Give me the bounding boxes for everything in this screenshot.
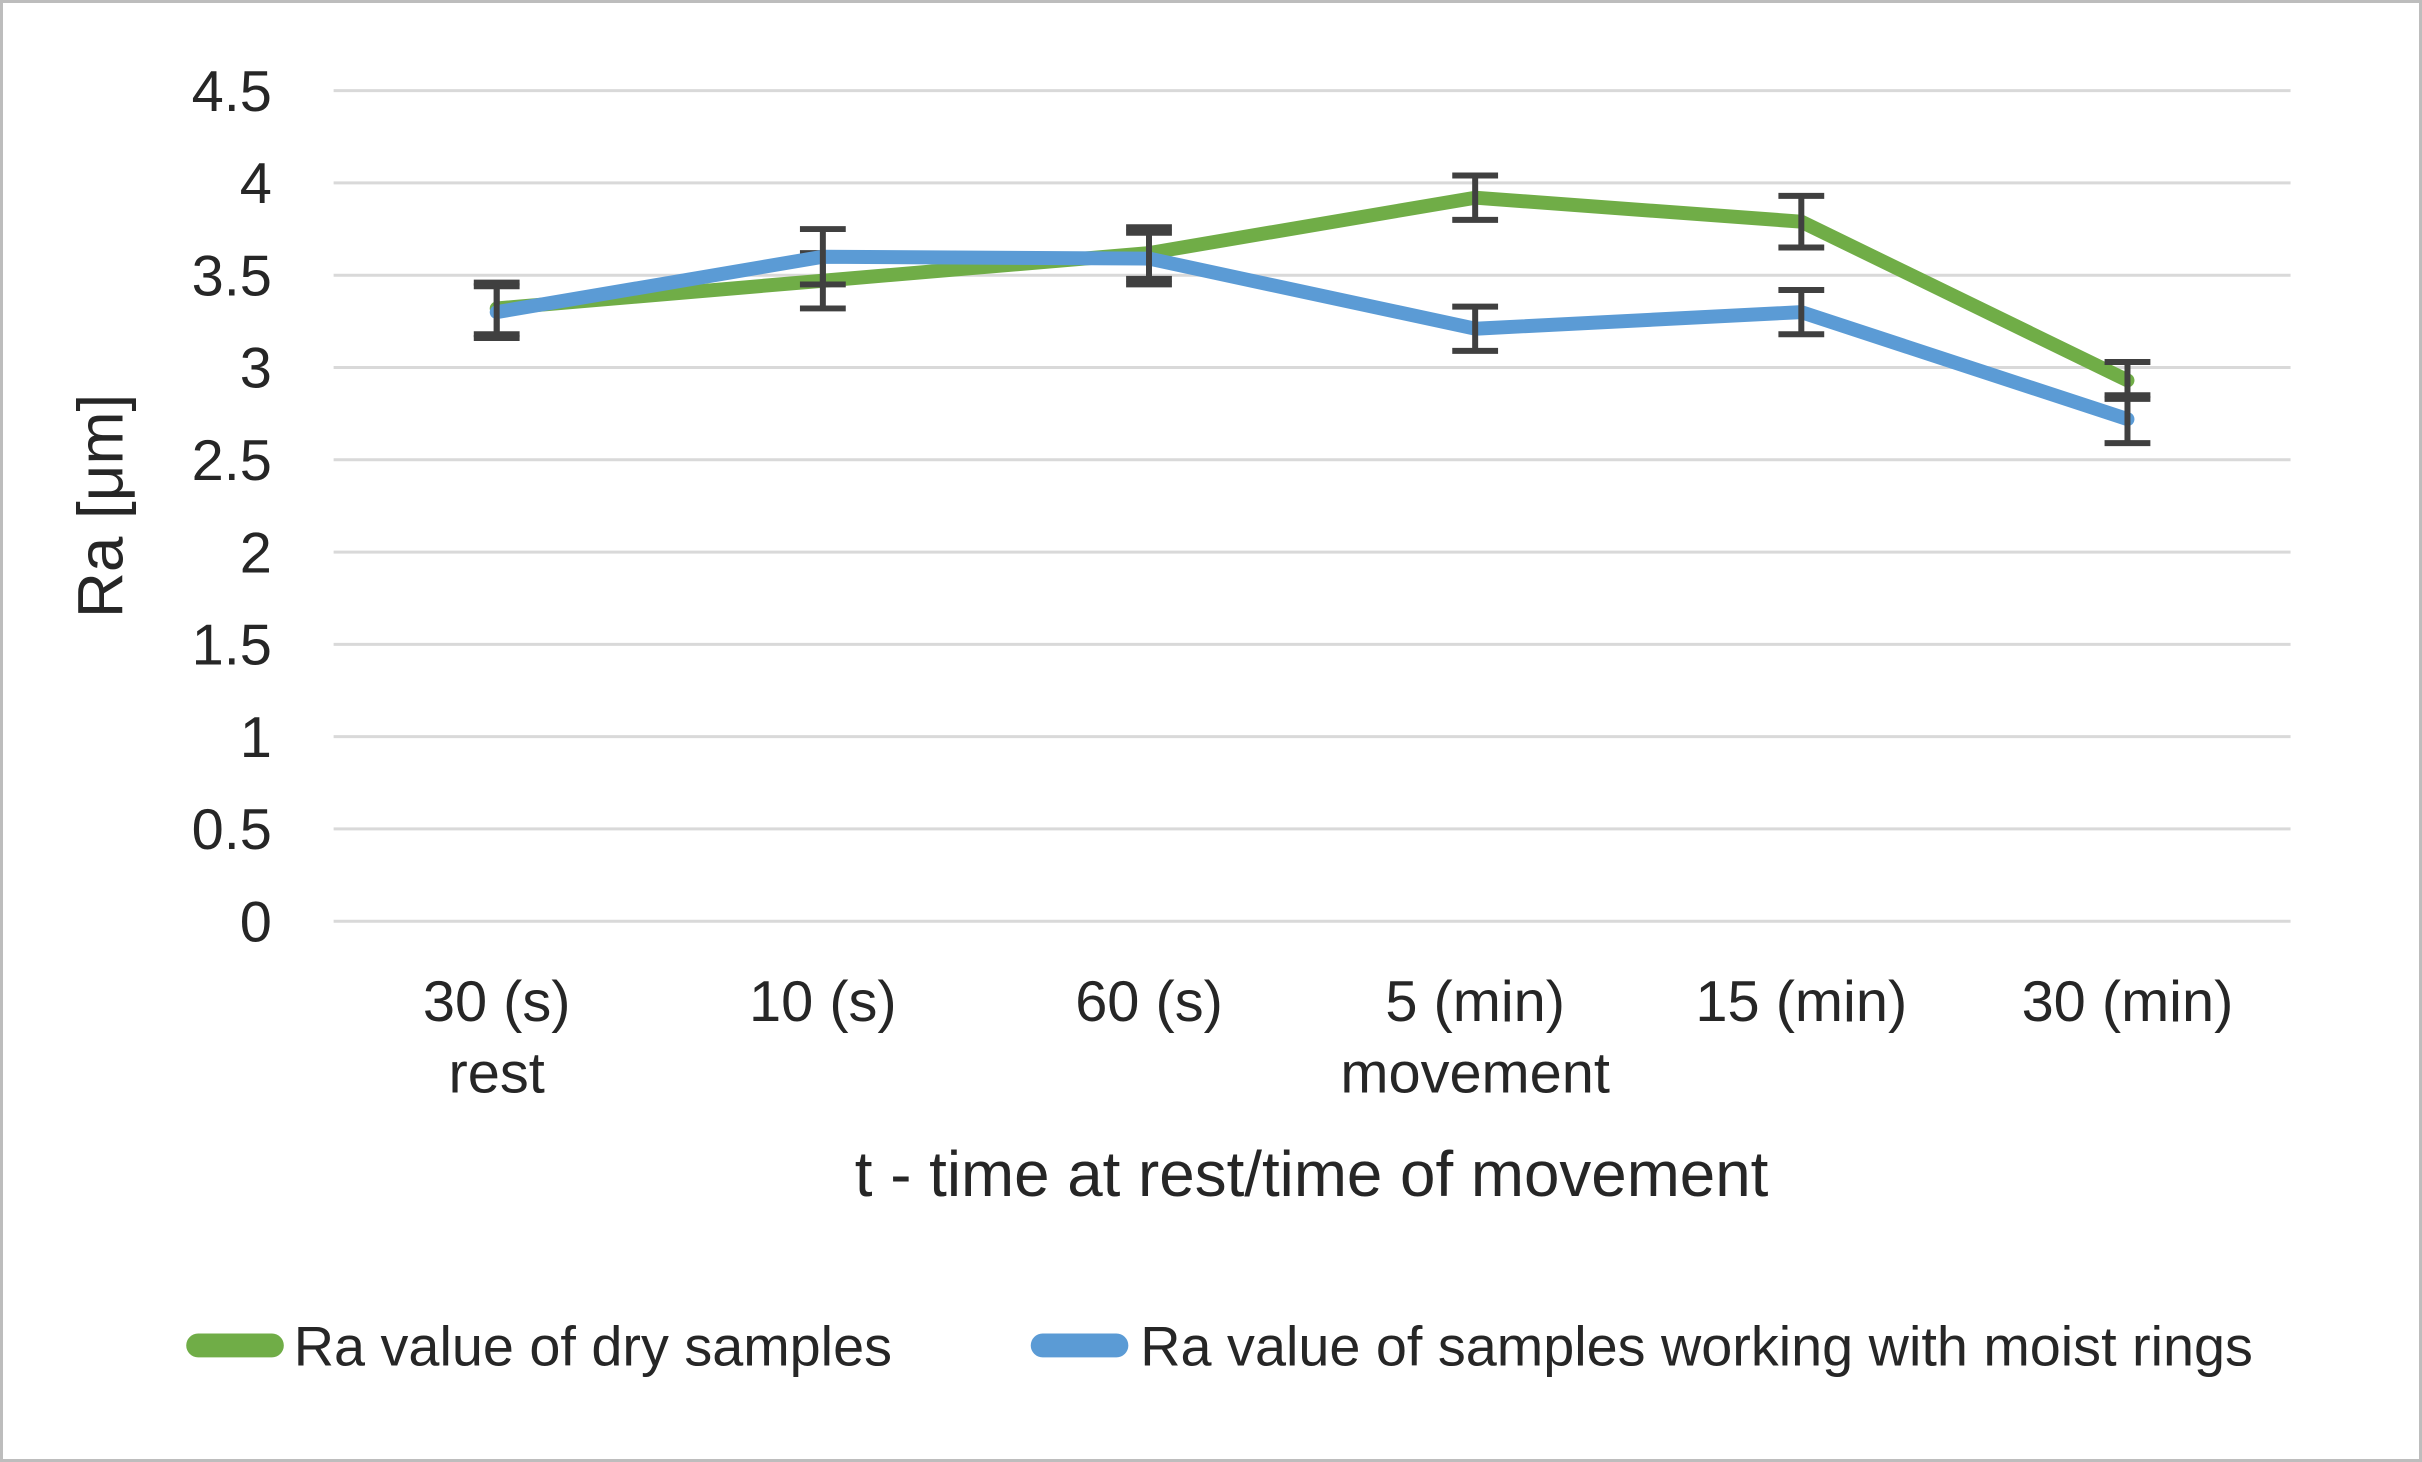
x-category-sublabel: movement [1340,1042,1610,1106]
gridlines-layer [333,89,2291,923]
legend-label-dry-samples: Ra value of dry samples [294,1315,892,1377]
x-category-label: 30 (min) [2022,970,2234,1034]
line-chart: 0 0.5 1 1.5 2 2.5 3 3.5 4 4.5 30 (s) rest 10 (s) 60 … [64,60,2291,1377]
legend: Ra value of dry samples Ra value of samp… [186,1315,2253,1377]
legend-label-moist-rings: Ra value of samples working with moist r… [1140,1315,2253,1377]
x-axis-title: t - time at rest/time of movement [855,1138,1769,1210]
y-tick-label: 4.5 [192,60,272,124]
error-bar [1126,229,1172,288]
y-tick-label: 3.5 [192,244,272,308]
error-bar [799,226,846,288]
error-bar [2104,392,2151,447]
y-tick-label: 1 [240,706,272,770]
error-bar [1452,303,1499,354]
legend-swatch-moist-rings [1030,1333,1129,1358]
series-line-moist-rings [489,249,2135,427]
x-axis-labels-layer: 30 (s) rest 10 (s) 60 (s) 5 (min) movement 15 … [423,970,2233,1106]
series-line-dry-samples [489,190,2135,388]
error-bar [1452,172,1499,223]
y-tick-label: 0.5 [192,798,272,862]
y-tick-label: 2.5 [192,429,272,493]
y-tick-label: 0 [240,890,272,954]
x-category-label: 15 (min) [1695,970,1907,1034]
y-tick-label: 1.5 [192,614,272,678]
x-category-sublabel: rest [449,1042,545,1106]
x-category-label: 60 (s) [1075,970,1223,1034]
series-layer [473,172,2151,447]
error-bar [1778,192,1825,251]
y-tick-label: 3 [240,337,272,401]
x-category-label: 30 (s) [423,970,571,1034]
y-axis-ticks-layer: 0 0.5 1 1.5 2 2.5 3 3.5 4 4.5 [192,60,272,955]
legend-swatch-dry-samples [186,1333,284,1358]
y-axis-title: Ra [μm] [64,394,136,618]
error-bar [1778,286,1825,338]
y-tick-label: 2 [240,521,272,585]
y-tick-label: 4 [240,152,272,216]
error-bar [473,283,520,341]
x-category-label: 10 (s) [749,970,897,1034]
x-category-label: 5 (min) [1385,970,1565,1034]
